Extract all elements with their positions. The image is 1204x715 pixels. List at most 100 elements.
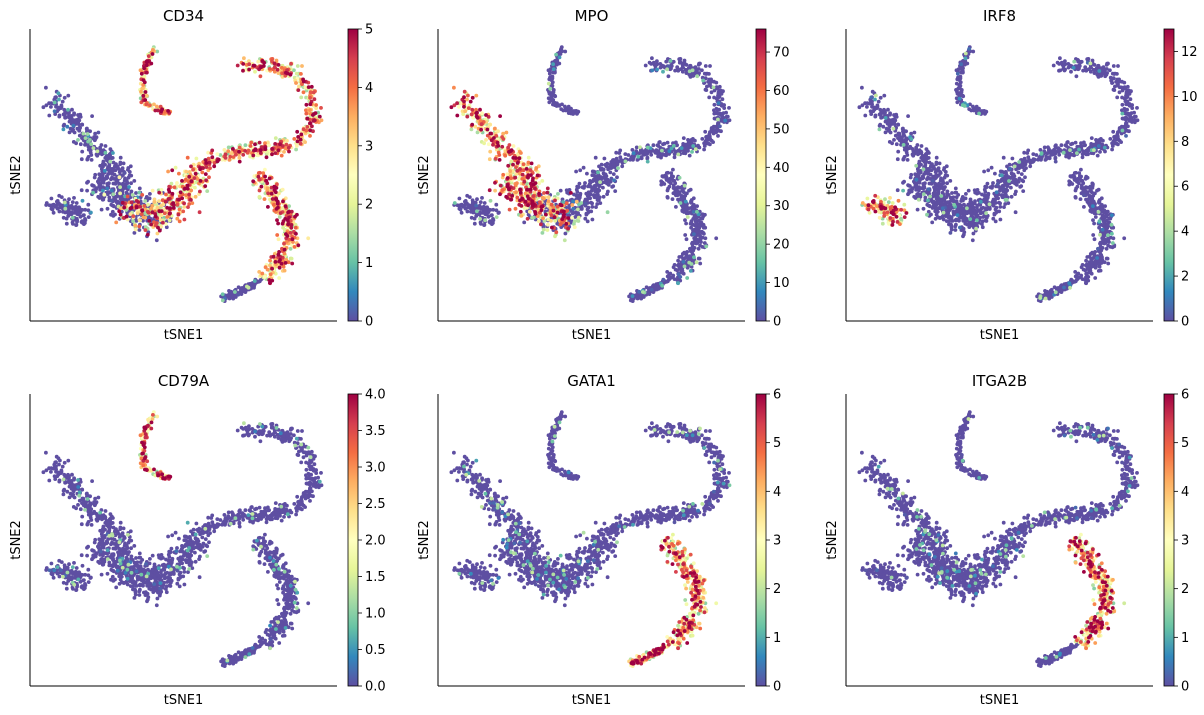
cell-point: [890, 141, 894, 146]
cell-point: [150, 203, 155, 208]
cell-point: [71, 123, 76, 128]
cell-point: [988, 185, 993, 190]
cell-point: [204, 161, 209, 165]
cell-point: [917, 188, 921, 193]
cell-point: [566, 216, 571, 221]
cell-point: [962, 202, 966, 207]
cell-point: [469, 127, 474, 132]
cell-point: [296, 243, 301, 248]
cell-point: [688, 269, 693, 273]
y-axis-label: tSNE2: [417, 155, 432, 195]
cell-point: [126, 175, 131, 180]
cell-point: [707, 95, 712, 100]
cell-point: [700, 216, 705, 221]
cell-point: [90, 114, 94, 118]
cell-point: [982, 193, 987, 198]
cell-point: [993, 207, 998, 212]
cell-point: [702, 71, 707, 76]
cell-point: [492, 136, 496, 140]
cell-point: [128, 164, 133, 169]
cell-point: [222, 148, 227, 152]
cell-point: [613, 158, 618, 163]
cell-point: [469, 209, 473, 214]
cell-point: [667, 276, 672, 281]
cell-point: [57, 114, 62, 119]
cell-point: [544, 212, 548, 217]
cell-point: [698, 223, 702, 228]
cell-point: [96, 130, 101, 135]
cell-point: [700, 137, 705, 141]
cell-point: [118, 162, 123, 167]
cell-point: [514, 165, 518, 170]
cell-point: [576, 185, 581, 190]
cell-point: [294, 71, 299, 76]
cell-point: [488, 122, 492, 127]
cell-point: [678, 201, 683, 205]
cell-point: [662, 182, 667, 186]
cell-point: [76, 122, 81, 126]
cell-point: [665, 188, 670, 193]
cell-point: [683, 199, 688, 204]
cell-point: [576, 215, 581, 220]
scatter-points: [449, 45, 732, 303]
cell-point: [47, 101, 51, 106]
cell-point: [251, 63, 256, 68]
cell-point: [137, 228, 142, 232]
cell-point: [149, 222, 154, 227]
cell-point: [85, 156, 90, 161]
cell-point: [262, 275, 267, 279]
cell-point: [658, 62, 663, 66]
cell-point: [468, 99, 473, 104]
cell-point: [583, 216, 588, 221]
cell-point: [939, 176, 943, 181]
cell-point: [630, 294, 635, 298]
y-axis-label: tSNE2: [9, 155, 24, 195]
cell-point: [171, 206, 176, 210]
cell-point: [583, 201, 588, 206]
cell-point: [268, 258, 272, 263]
cell-point: [246, 285, 251, 290]
cell-point: [478, 107, 482, 112]
cell-point: [881, 124, 886, 129]
cell-point: [719, 88, 723, 93]
cell-point: [79, 157, 84, 162]
cell-point: [586, 184, 590, 189]
cell-point: [86, 147, 91, 152]
cell-point: [562, 212, 566, 217]
cell-point: [574, 193, 579, 198]
cell-point: [115, 178, 120, 183]
cell-point: [531, 194, 536, 198]
cell-point: [147, 219, 152, 223]
cell-point: [953, 186, 958, 191]
cell-point: [963, 219, 968, 223]
cell-point: [1010, 156, 1015, 161]
cell-point: [660, 283, 665, 288]
cell-point: [651, 143, 656, 148]
colorbar-tick-label: 40: [773, 161, 790, 176]
cell-point: [1000, 169, 1005, 174]
cell-point: [267, 67, 272, 71]
cell-point: [181, 209, 186, 214]
cell-point: [902, 179, 906, 184]
cell-point: [172, 185, 177, 190]
cell-point: [263, 265, 268, 270]
cell-point: [237, 159, 242, 164]
cell-point: [488, 198, 493, 203]
cell-point: [942, 187, 946, 192]
cell-point: [308, 96, 312, 100]
cell-point: [558, 202, 563, 207]
cell-point: [58, 106, 63, 110]
cell-point: [716, 101, 721, 105]
cell-point: [1018, 185, 1023, 189]
cell-point: [139, 212, 144, 217]
cell-point: [97, 184, 102, 189]
cell-point: [484, 138, 488, 142]
cell-point: [74, 223, 78, 228]
cell-point: [276, 71, 281, 75]
cell-point: [619, 158, 624, 163]
cell-point: [470, 200, 475, 205]
cell-point: [613, 189, 618, 194]
cell-point: [711, 140, 715, 145]
cell-point: [919, 144, 924, 148]
